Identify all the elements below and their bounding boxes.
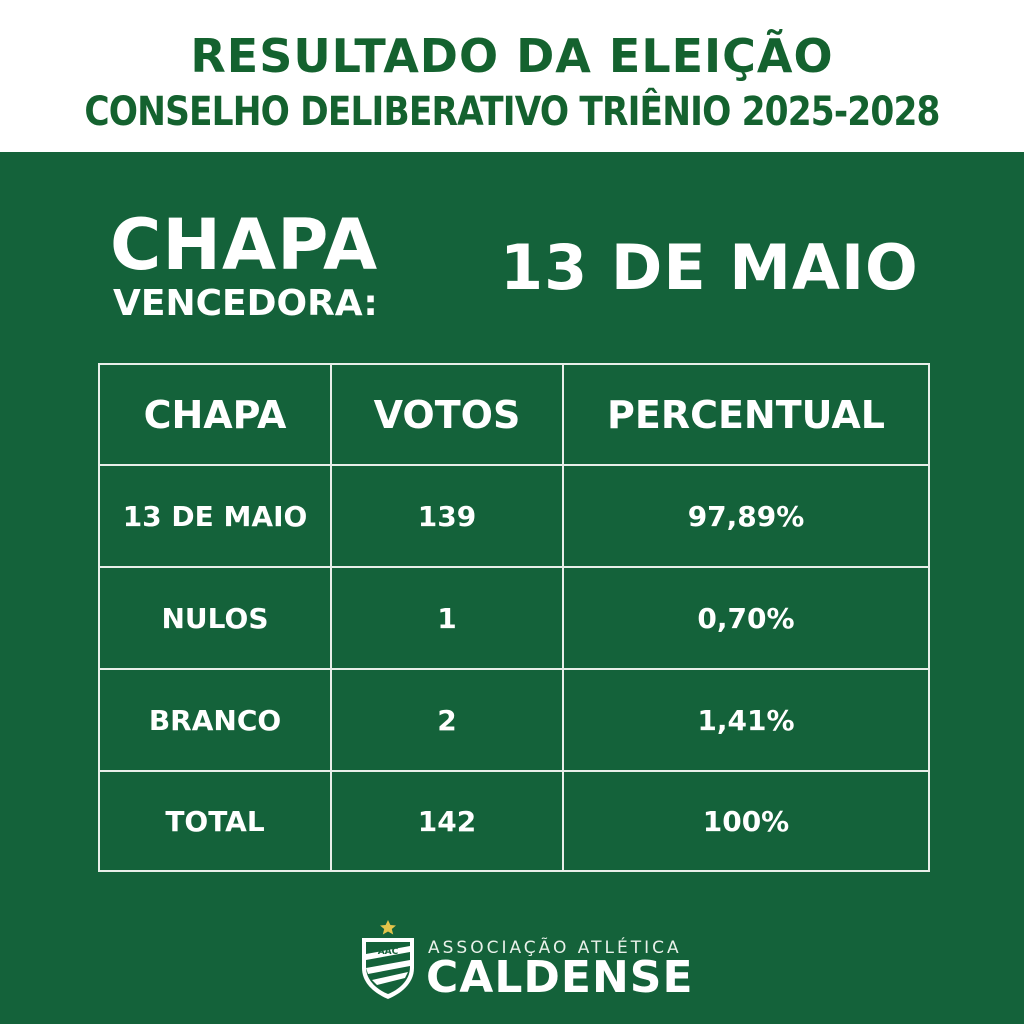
- row-votos: 2: [330, 668, 564, 772]
- table-header-row: CHAPA VOTOS PERCENTUAL: [98, 363, 930, 466]
- table-row: BRANCO 2 1,41%: [98, 668, 930, 772]
- row-percentual: 97,89%: [562, 464, 930, 568]
- page-title: RESULTADO DA ELEIÇÃO: [190, 29, 834, 83]
- row-votos: 139: [330, 464, 564, 568]
- header-votos: VOTOS: [330, 363, 564, 466]
- winner-name: 13 DE MAIO: [500, 231, 919, 304]
- caldense-crest-icon: AAC: [362, 920, 414, 999]
- header-percentual: PERCENTUAL: [562, 363, 930, 466]
- table-row: NULOS 1 0,70%: [98, 566, 930, 670]
- page-subtitle: CONSELHO DELIBERATIVO TRIÊNIO 2025-2028: [84, 89, 940, 135]
- row-percentual: 0,70%: [562, 566, 930, 670]
- logo-association-text: ASSOCIAÇÃO ATLÉTICA: [428, 938, 682, 958]
- crest-lettering: AAC: [378, 947, 399, 957]
- logo-club-name: CALDENSE: [426, 952, 694, 1003]
- table-row-total: TOTAL 142 100%: [98, 770, 930, 872]
- winner-chapa-label: CHAPA: [110, 204, 379, 286]
- results-table: CHAPA VOTOS PERCENTUAL 13 DE MAIO 139 97…: [98, 363, 930, 872]
- row-chapa: BRANCO: [98, 668, 332, 772]
- row-chapa: 13 DE MAIO: [98, 464, 332, 568]
- row-votos: 1: [330, 566, 564, 670]
- header-chapa: CHAPA: [98, 363, 332, 466]
- table-row: 13 DE MAIO 139 97,89%: [98, 464, 930, 568]
- caldense-logo: AAC ASSOCIAÇÃO ATLÉTICA CALDENSE: [356, 920, 693, 1002]
- header: RESULTADO DA ELEIÇÃO CONSELHO DELIBERATI…: [0, 0, 1024, 152]
- row-percentual: 1,41%: [562, 668, 930, 772]
- row-chapa: TOTAL: [98, 770, 332, 872]
- row-percentual: 100%: [562, 770, 930, 872]
- row-chapa: NULOS: [98, 566, 332, 670]
- winner-vencedora-label: VENCEDORA:: [113, 283, 378, 324]
- row-votos: 142: [330, 770, 564, 872]
